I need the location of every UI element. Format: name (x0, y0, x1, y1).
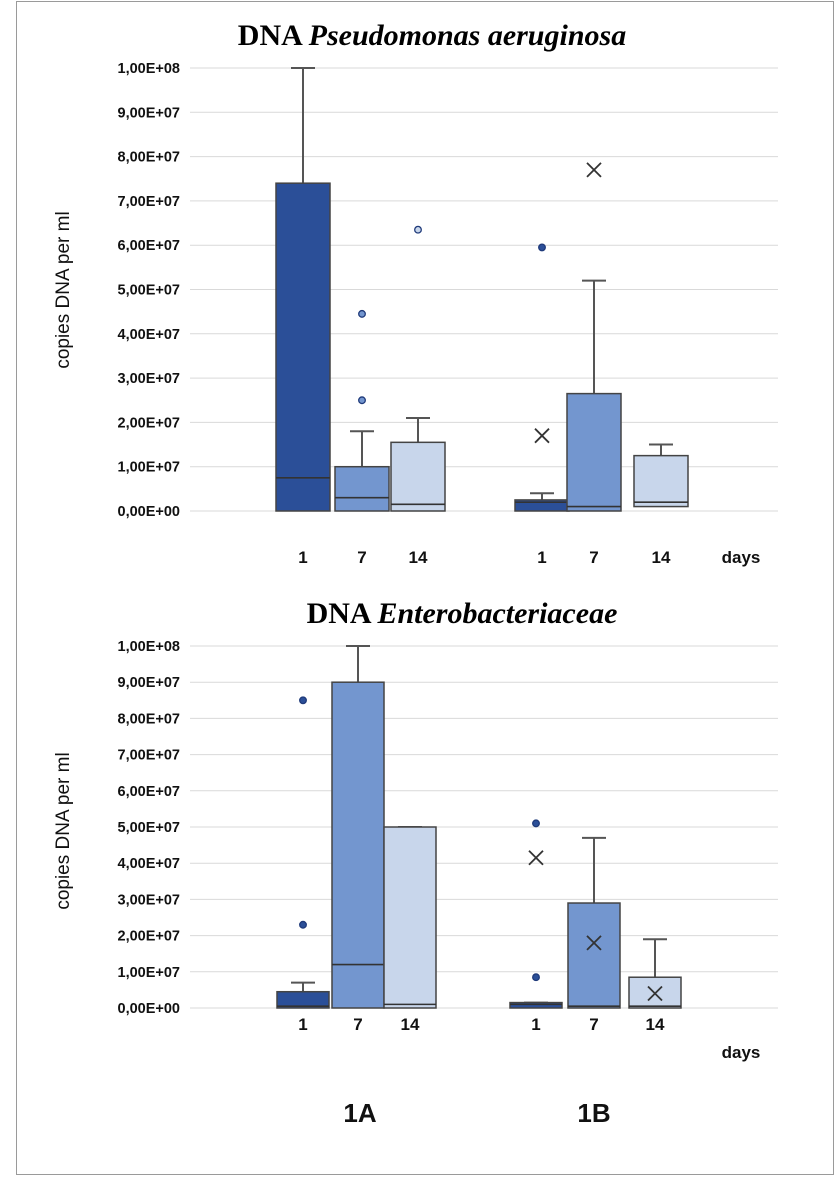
x-tick-label: 14 (652, 548, 671, 567)
y-tick-label: 3,00E+07 (118, 892, 181, 908)
box-1a-day-7 (331, 645, 385, 1009)
box-iqr (334, 465, 390, 512)
outlier-point (538, 243, 546, 252)
y-tick-label: 1,00E+08 (118, 61, 181, 77)
mean-marker (586, 162, 602, 178)
box-1a-day-14 (383, 826, 437, 1009)
box-iqr (390, 441, 446, 512)
chart-title-organism: Pseudomonas aeruginosa (308, 19, 627, 52)
chart-title-prefix: DNA (238, 19, 309, 52)
chart-enterobacteriaceae: DNA Enterobacteriaceae copies DNA per ml… (53, 597, 778, 1128)
mean-marker (586, 935, 602, 951)
box-1b-day-1 (509, 819, 563, 1009)
x-tick-label: 1 (298, 1015, 307, 1034)
x-tick-label: 7 (589, 1015, 598, 1034)
y-tick-label: 3,00E+07 (118, 371, 181, 387)
x-tick-label: 1 (537, 548, 546, 567)
y-tick-label: 8,00E+07 (118, 150, 181, 166)
chart-title-prefix: DNA (307, 597, 378, 630)
box-iqr (331, 681, 385, 1009)
box-iqr (275, 182, 331, 512)
mean-marker (528, 850, 544, 866)
outlier-point (299, 696, 307, 705)
y-tick-label: 1,00E+08 (118, 639, 181, 655)
y-tick-label: 5,00E+07 (118, 820, 181, 836)
y-axis-label: copies DNA per ml (53, 752, 74, 909)
x-tick-label: 7 (357, 548, 366, 567)
y-tick-label: 7,00E+07 (118, 748, 181, 764)
x-tick-label: 1 (298, 548, 307, 567)
x-tick-label: 14 (646, 1015, 665, 1034)
outlier-point (358, 309, 366, 318)
y-tick-label: 0,00E+00 (118, 1001, 181, 1017)
outlier-point (532, 819, 540, 828)
outlier-point (414, 225, 422, 234)
box-iqr (566, 392, 622, 512)
chart-title: DNA Pseudomonas aeruginosa (238, 19, 626, 52)
box-iqr (276, 990, 330, 1009)
y-tick-label: 9,00E+07 (118, 105, 181, 121)
box-1b-day-7 (567, 836, 621, 1009)
y-tick-label: 1,00E+07 (118, 460, 181, 476)
outlier-point (532, 973, 540, 982)
x-unit-label: days (722, 1043, 761, 1062)
y-tick-label: 9,00E+07 (118, 675, 181, 691)
figure-frame (16, 1, 834, 1175)
y-tick-label: 0,00E+00 (118, 504, 181, 520)
group-label-1a: 1A (343, 1098, 376, 1128)
box-iqr (383, 826, 437, 1009)
mean-marker (647, 985, 663, 1002)
y-tick-label: 2,00E+07 (118, 929, 181, 945)
x-tick-label: 7 (353, 1015, 362, 1034)
box-1a-day-1 (275, 67, 331, 512)
chart-title: DNA Enterobacteriaceae (307, 597, 618, 630)
box-1b-day-7 (566, 162, 622, 512)
y-tick-label: 5,00E+07 (118, 283, 181, 299)
y-tick-label: 8,00E+07 (118, 711, 181, 727)
box-iqr (567, 902, 621, 1009)
x-tick-label: 1 (531, 1015, 540, 1034)
y-tick-label: 2,00E+07 (118, 415, 181, 431)
box-1a-day-7 (334, 309, 390, 512)
y-tick-label: 4,00E+07 (118, 327, 181, 343)
box-1b-day-14 (633, 443, 689, 508)
box-1b-day-14 (628, 938, 682, 1009)
chart-title-organism: Enterobacteriaceae (376, 597, 617, 630)
chart-pseudomonas: DNA Pseudomonas aeruginosa copies DNA pe… (53, 19, 778, 567)
x-tick-label: 7 (589, 548, 598, 567)
box-1b-day-1 (514, 243, 570, 512)
outlier-point (358, 396, 366, 405)
y-tick-label: 7,00E+07 (118, 194, 181, 210)
box-1a-day-14 (390, 225, 446, 512)
y-tick-label: 4,00E+07 (118, 856, 181, 872)
y-tick-label: 6,00E+07 (118, 784, 181, 800)
box-iqr (633, 454, 689, 508)
outlier-point (299, 920, 307, 929)
x-tick-label: 14 (401, 1015, 420, 1034)
x-unit-label: days (722, 548, 761, 567)
box-1a-day-1 (276, 696, 330, 1009)
x-tick-label: 14 (409, 548, 428, 567)
mean-marker (534, 428, 550, 444)
y-axis-label: copies DNA per ml (53, 211, 74, 368)
box-iqr (509, 1001, 563, 1009)
y-tick-label: 1,00E+07 (118, 965, 181, 981)
group-label-1b: 1B (577, 1098, 610, 1128)
y-tick-label: 6,00E+07 (118, 238, 181, 254)
